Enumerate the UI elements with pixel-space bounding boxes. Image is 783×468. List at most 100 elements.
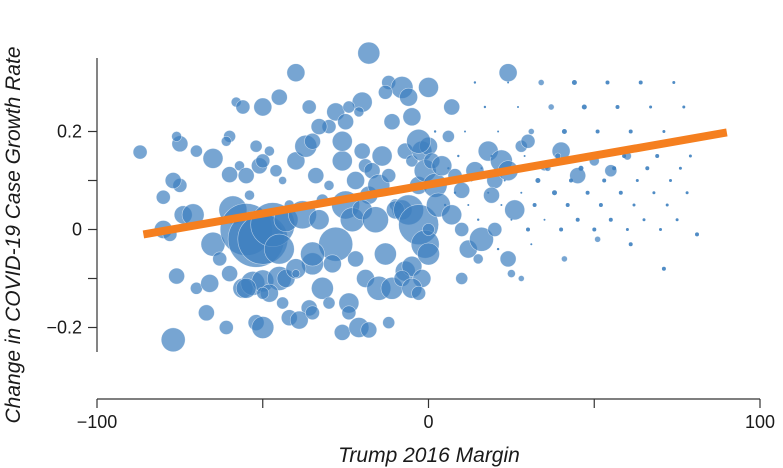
data-point [665,203,669,207]
data-point [417,242,440,266]
data-point [652,191,656,195]
data-point [571,80,577,85]
data-point [569,178,573,183]
data-point [381,168,397,183]
y-tick-label: 0.2 [57,122,82,142]
data-point [507,269,516,278]
data-point [347,250,364,268]
data-point [301,99,317,115]
data-point [625,228,629,231]
data-point [608,217,613,222]
data-point [346,171,365,190]
data-point [221,265,238,282]
data-point [443,98,461,116]
data-point [530,243,533,246]
data-point [535,178,541,183]
data-point [632,203,636,207]
data-point [418,77,439,98]
data-point [453,182,471,199]
fit-line [142,128,728,239]
data-point [507,81,510,84]
data-point [237,167,255,184]
data-point [473,81,477,84]
data-point [504,199,526,221]
data-point [543,218,546,221]
data-point [337,113,354,130]
data-point [455,272,469,285]
data-point [322,296,336,310]
data-point [565,203,570,207]
data-point [256,286,270,300]
data-point [353,106,365,118]
data-point [472,253,484,265]
data-point [498,63,518,82]
data-point [483,186,500,204]
data-point [341,305,357,321]
data-point [308,209,330,230]
data-point [202,148,224,169]
data-point [411,285,426,301]
data-point [662,130,666,133]
data-point [235,99,251,115]
data-point [561,255,568,263]
data-point [190,144,203,158]
data-point [622,154,627,158]
data-point [374,242,397,266]
data-point [362,206,389,233]
data-point [255,153,271,169]
data-point [659,228,662,231]
data-point [510,218,513,221]
data-point [628,242,633,247]
data-point [552,190,557,196]
data-point [244,189,255,201]
data-point [286,151,306,171]
x-tick-label: 0 [423,412,433,432]
data-point [649,105,653,109]
data-point [286,63,306,82]
data-point [383,113,401,130]
data-point [602,178,607,183]
data-point [270,88,288,106]
x-ticks: −100 0 100 [77,399,775,432]
data-point [168,267,185,285]
data-point [642,218,646,222]
data-point [672,81,676,84]
data-point [399,87,418,107]
data-point [695,232,699,237]
data-point [357,41,381,65]
data-point [688,154,692,158]
y-axis-title: Change in COVID-19 Case Growth Rate [2,46,25,423]
data-point [537,79,545,86]
data-point [304,133,321,150]
data-point [331,150,353,172]
data-point [402,107,422,127]
data-point [685,191,689,195]
data-point [406,129,431,154]
data-point [171,131,182,142]
data-point [442,130,455,143]
data-point [323,254,342,274]
data-point [200,274,219,293]
data-point [598,203,603,207]
data-point [635,179,639,182]
data-point [615,105,620,109]
data-point [264,145,275,157]
data-point [595,129,600,134]
data-point [490,155,493,157]
data-point [559,227,564,232]
data-point [453,191,457,194]
data-point [447,167,450,170]
data-point [212,251,227,267]
data-point [592,227,597,232]
data-point [464,130,466,133]
data-point [581,104,587,110]
data-point [235,277,257,299]
data-point [160,327,186,353]
data-point [594,236,601,243]
data-point [289,310,309,330]
data-point [269,164,283,177]
data-point [278,176,287,185]
data-point [431,155,453,177]
data-point [520,134,536,149]
